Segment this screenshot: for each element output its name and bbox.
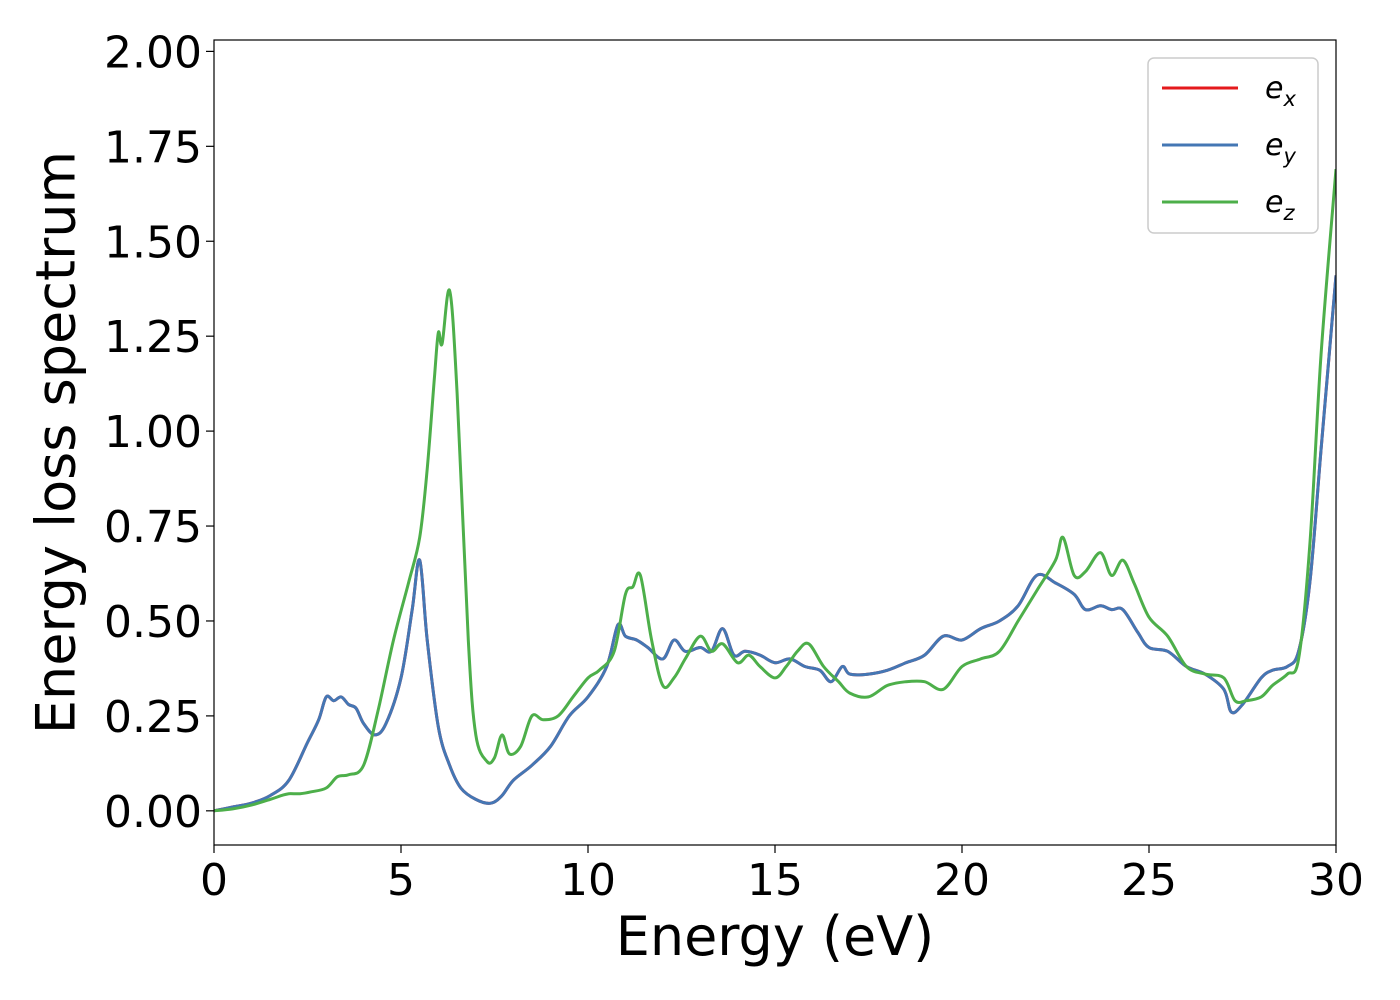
y-tick-label: 0.00 xyxy=(104,787,202,838)
series-line-ey xyxy=(214,275,1336,813)
x-tick-label: 10 xyxy=(560,855,616,906)
x-axis-title: Energy (eV) xyxy=(616,905,935,968)
y-tick-label: 1.50 xyxy=(104,217,202,268)
y-tick-label: 0.75 xyxy=(104,502,202,553)
x-tick-label: 5 xyxy=(387,855,415,906)
y-tick-label: 1.25 xyxy=(104,312,202,363)
y-axis: 0.00 0.25 0.50 0.75 1.00 1.25 1.50 1.75 2.00 xyxy=(104,27,214,838)
x-tick-label: 20 xyxy=(934,855,990,906)
y-tick-label: 2.00 xyxy=(104,27,202,78)
y-tick-label: 1.75 xyxy=(104,122,202,173)
y-tick-label: 0.50 xyxy=(104,597,202,648)
y-axis-title: Energy loss spectrum xyxy=(25,151,88,734)
series-layer xyxy=(214,168,1336,813)
series-line-ez xyxy=(214,168,1336,813)
x-tick-label: 15 xyxy=(747,855,803,906)
x-tick-label: 0 xyxy=(200,855,228,906)
x-axis: 0 5 10 15 20 25 30 xyxy=(200,845,1364,906)
x-tick-label: 25 xyxy=(1121,855,1177,906)
y-tick-label: 0.25 xyxy=(104,692,202,743)
x-tick-label: 30 xyxy=(1308,855,1364,906)
y-tick-label: 1.00 xyxy=(104,407,202,458)
